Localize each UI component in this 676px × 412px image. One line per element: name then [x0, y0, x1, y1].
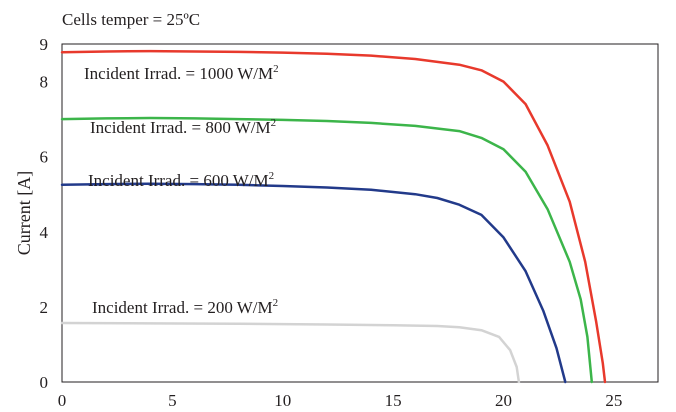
series-line-4	[60, 321, 521, 384]
series-label-3: Incident Irrad. = 600 W/M2	[88, 170, 274, 190]
y-tick-label: 0	[40, 373, 49, 392]
chart-header-note: Cells temper = 25ºC	[62, 10, 200, 29]
y-axis-ticks: 0 2 4 6 8 9	[40, 35, 49, 392]
series-label-1: Incident Irrad. = 1000 W/M2	[84, 63, 279, 83]
y-tick-label: 2	[40, 298, 49, 317]
x-tick-label: 10	[274, 391, 291, 410]
x-tick-label: 20	[495, 391, 512, 410]
y-tick-label: 6	[40, 148, 49, 167]
x-tick-label: 0	[58, 391, 67, 410]
series-line-2	[60, 116, 594, 384]
y-axis-title: Current [A]	[14, 171, 34, 255]
series-labels: Incident Irrad. = 1000 W/M2 Incident Irra…	[84, 63, 279, 317]
series-label-4: Incident Irrad. = 200 W/M2	[92, 297, 278, 317]
x-tick-label: 15	[385, 391, 402, 410]
series-label-2: Incident Irrad. = 800 W/M2	[90, 117, 276, 137]
plot-frame	[61, 43, 659, 383]
y-tick-label: 9	[40, 35, 49, 54]
series-line-1	[60, 49, 607, 384]
x-tick-label: 25	[605, 391, 622, 410]
y-tick-label: 8	[40, 73, 49, 92]
y-tick-label: 4	[40, 223, 49, 242]
series-line-3	[60, 182, 567, 384]
x-axis-ticks: 0 5 10 15 20 25	[58, 391, 623, 410]
series-lines	[60, 49, 607, 384]
x-tick-label: 5	[168, 391, 177, 410]
